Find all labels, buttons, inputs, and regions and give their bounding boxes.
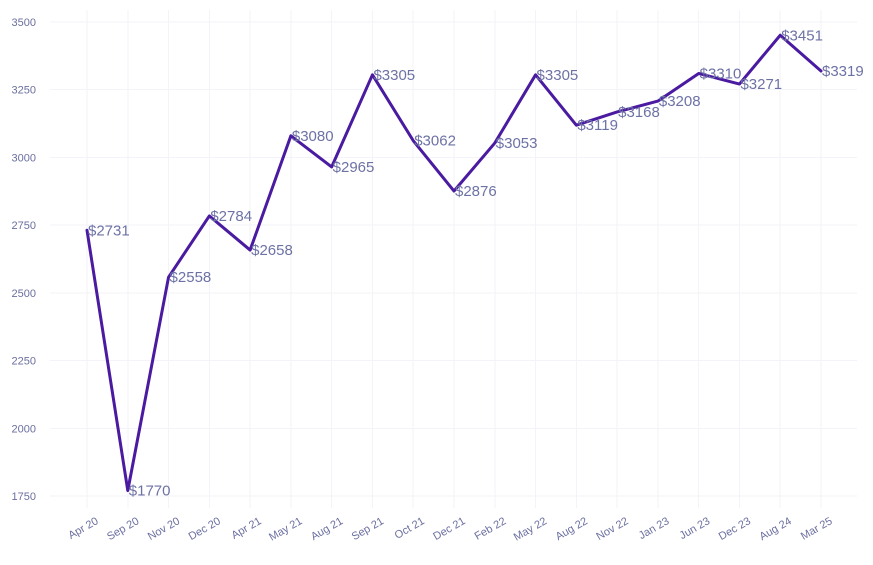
y-tick-label: 3000 — [12, 152, 36, 164]
data-label: $3305 — [537, 67, 579, 84]
x-tick-label: May 22 — [512, 515, 549, 543]
data-label: $2658 — [251, 242, 293, 259]
x-tick-label: Nov 22 — [594, 515, 630, 543]
data-label: $3053 — [496, 135, 538, 152]
y-tick-label: 2500 — [12, 288, 36, 300]
y-tick-label: 2250 — [12, 356, 36, 368]
x-tick-label: Sep 21 — [350, 515, 386, 543]
x-tick-label: Apr 21 — [230, 515, 264, 542]
data-label: $3271 — [740, 76, 782, 93]
x-tick-label: Dec 21 — [431, 515, 467, 543]
x-tick-label: Dec 23 — [717, 515, 753, 543]
data-label: $3310 — [700, 65, 742, 82]
data-label: $3305 — [373, 67, 415, 84]
x-tick-label: Feb 22 — [473, 515, 509, 543]
data-label: $3208 — [659, 93, 701, 110]
x-axis-tick-labels: Apr 20 Sep 20 Nov 20 Dec 20 Apr 21 May 21 Aug … — [66, 515, 834, 543]
data-label: $2965 — [333, 159, 375, 176]
x-tick-label: Dec 20 — [187, 515, 223, 543]
y-tick-label: 2750 — [12, 220, 36, 232]
series-line — [85, 33, 823, 493]
x-tick-label: Aug 24 — [758, 515, 794, 543]
x-tick-label: Nov 20 — [146, 515, 182, 543]
data-label: $2876 — [455, 183, 497, 200]
x-tick-label: Aug 22 — [554, 515, 590, 543]
y-tick-label: 1750 — [12, 491, 36, 503]
y-axis-tick-labels: 1750 2000 2250 2500 2750 3000 3250 3500 — [12, 17, 36, 503]
y-tick-label: 2000 — [12, 423, 36, 435]
data-label: $3168 — [618, 104, 660, 121]
data-label: $1770 — [129, 483, 171, 500]
y-tick-label: 3500 — [12, 17, 36, 29]
data-label: $2784 — [210, 208, 252, 225]
x-tick-label: Mar 25 — [799, 515, 835, 543]
x-tick-label: Sep 20 — [105, 515, 141, 543]
x-tick-label: Jan 23 — [637, 515, 672, 542]
data-label: $3319 — [822, 63, 864, 80]
x-gridlines — [86, 10, 822, 508]
x-tick-label: May 21 — [267, 515, 304, 543]
data-label: $3062 — [414, 133, 456, 150]
x-tick-label: Jun 23 — [678, 515, 713, 542]
x-tick-label: Oct 21 — [393, 515, 427, 542]
data-labels: $2731 $1770 $2558 $2784 $2658 $3080 $2965 $3305… — [88, 27, 864, 499]
data-label: $3119 — [577, 117, 618, 134]
data-label: $2558 — [170, 269, 212, 286]
x-tick-label: Apr 20 — [66, 515, 100, 542]
y-tick-label: 3250 — [12, 85, 36, 97]
data-label: $3080 — [292, 128, 334, 145]
x-tick-label: Aug 21 — [309, 515, 345, 543]
data-label: $3451 — [781, 27, 823, 44]
data-label: $2731 — [88, 222, 130, 239]
